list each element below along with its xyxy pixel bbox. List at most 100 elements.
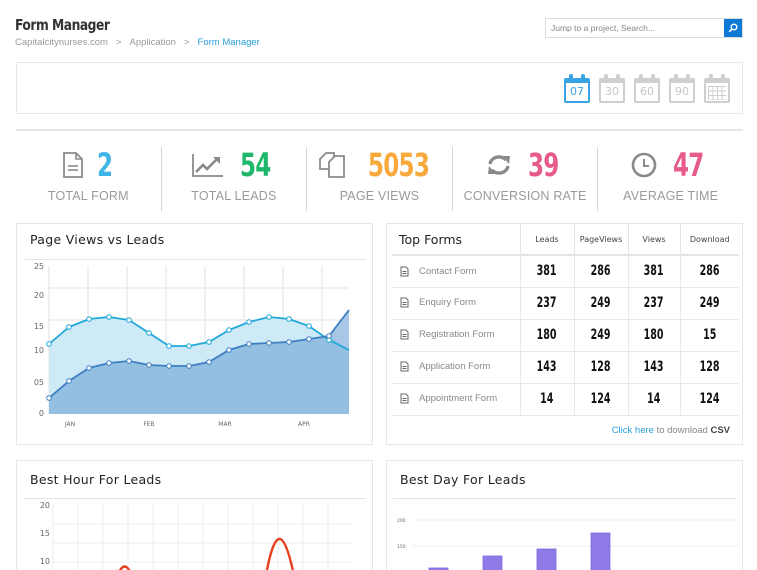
download-value: 15	[703, 327, 717, 343]
card-title: Best Hour For Leads	[30, 472, 162, 487]
top-forms-table: Top Forms Leads PageViews Views Download…	[392, 224, 739, 416]
stat-label: CONVERSION RATE	[463, 189, 587, 203]
leads-value: 14	[540, 391, 554, 407]
card-divider	[393, 498, 736, 499]
download-value: 124	[699, 391, 720, 407]
breadcrumb-item-application[interactable]: Application	[129, 37, 176, 48]
stat-value: 2	[96, 146, 113, 184]
column-header-download[interactable]: Download	[679, 224, 739, 256]
stat-total-leads: 54 TOTAL LEADS	[162, 147, 308, 211]
card-title: Best Day For Leads	[400, 472, 526, 487]
date-range-selector: 07 30 60 90	[564, 74, 730, 103]
range-7-days-button[interactable]: 07	[564, 74, 590, 103]
table-row[interactable]: Contact Form 381 286 381 286	[392, 255, 739, 288]
search-input[interactable]	[546, 19, 724, 37]
form-name[interactable]: Appointment Form	[419, 393, 498, 405]
top-forms-title: Top Forms	[392, 224, 520, 256]
y-tick: 10	[40, 557, 50, 566]
breadcrumb-item-current: Form Manager	[197, 37, 260, 48]
table-row[interactable]: Appointment Form 14 124 14 124	[392, 383, 739, 416]
pageviews-value: 128	[591, 359, 611, 375]
search-button[interactable]	[724, 19, 742, 37]
document-icon	[62, 152, 83, 178]
calendar-icon: 30	[605, 85, 619, 98]
pageviews-value: 124	[591, 391, 611, 407]
x-tick: JAN	[64, 421, 75, 428]
calendar-icon: 07	[570, 85, 584, 98]
best-day-chart[interactable]: 200 150 100	[387, 499, 744, 570]
leads-value: 180	[537, 327, 557, 343]
document-icon	[400, 329, 409, 340]
best-hour-chart[interactable]: 20 15 10	[17, 499, 374, 570]
stat-label: AVERAGE TIME	[623, 189, 719, 203]
form-name[interactable]: Registration Form	[419, 329, 495, 341]
page-views-vs-leads-card: Page Views vs Leads	[16, 223, 373, 445]
y-tick: 150	[397, 544, 406, 550]
x-tick: APR	[298, 421, 310, 428]
range-30-days-button[interactable]: 30	[599, 74, 625, 103]
page-views-leads-chart[interactable]: 25 20 15 10 05 0 JAN FEB MAR APR	[17, 260, 374, 440]
download-value: 286	[699, 263, 720, 280]
leads-value: 143	[537, 359, 557, 375]
breadcrumb-separator: >	[183, 37, 190, 48]
views-value: 14	[647, 391, 661, 407]
table-row[interactable]: Application Form 143 128 143 128	[392, 351, 739, 384]
views-value: 237	[644, 295, 664, 311]
stat-value: 47	[673, 146, 704, 184]
y-tick: 25	[34, 262, 44, 271]
date-range-panel: 07 30 60 90	[16, 62, 743, 114]
y-tick: 05	[34, 378, 44, 387]
y-tick: 10	[34, 346, 44, 355]
custom-range-button[interactable]	[704, 74, 730, 103]
y-tick: 0	[39, 409, 44, 418]
csv-download: Click here to download CSV	[612, 425, 730, 436]
download-value: 128	[699, 359, 720, 375]
page-title: Form Manager	[15, 16, 110, 34]
stat-label: PAGE VIEWS	[339, 189, 420, 203]
form-name[interactable]: Contact Form	[419, 265, 477, 277]
section-divider	[16, 129, 743, 131]
stat-value: 39	[527, 146, 559, 184]
stats-row: 2 TOTAL FORM 54 TOTAL LEADS 5053	[16, 147, 743, 211]
calendar-icon: 90	[675, 85, 689, 98]
column-header-leads[interactable]: Leads	[519, 224, 574, 256]
download-value: 249	[699, 295, 720, 311]
refresh-icon	[487, 155, 510, 175]
document-icon	[400, 297, 409, 308]
column-header-pageviews[interactable]: PageViews	[573, 224, 628, 256]
x-tick: FEB	[143, 421, 154, 428]
breadcrumb-item-site[interactable]: Capitalcitynurses.com	[15, 37, 108, 48]
stat-label: TOTAL LEADS	[191, 189, 277, 203]
stat-value: 5053	[367, 146, 430, 184]
search-box	[545, 18, 743, 38]
form-name[interactable]: Enquiry Form	[419, 297, 477, 309]
leads-value: 237	[537, 295, 557, 311]
best-hour-card: Best Hour For Leads 20 15 10	[16, 460, 373, 570]
views-value: 381	[644, 263, 664, 280]
range-90-days-button[interactable]: 90	[669, 74, 695, 103]
form-name[interactable]: Application Form	[419, 361, 491, 373]
document-icon	[400, 266, 409, 277]
views-value: 143	[644, 359, 664, 375]
top-forms-card: Top Forms Leads PageViews Views Download…	[386, 223, 743, 445]
table-row[interactable]: Registration Form 180 249 180 15	[392, 319, 739, 352]
views-value: 180	[644, 327, 664, 343]
best-day-card: Best Day For Leads 200 150 100	[386, 460, 743, 570]
csv-download-link[interactable]: Click here	[611, 425, 654, 436]
column-header-views[interactable]: Views	[627, 224, 680, 256]
pageviews-value: 249	[591, 327, 611, 343]
search-icon	[728, 23, 738, 33]
range-60-days-button[interactable]: 60	[634, 74, 660, 103]
calendar-grid-icon	[708, 86, 726, 100]
leads-value: 381	[537, 263, 557, 280]
card-divider	[23, 259, 366, 260]
document-icon	[400, 361, 409, 372]
y-tick: 20	[34, 291, 44, 300]
csv-download-text: to download	[656, 425, 708, 436]
y-tick: 15	[34, 322, 44, 331]
stat-value: 54	[239, 146, 271, 184]
calendar-icon: 60	[640, 85, 654, 98]
y-tick: 15	[40, 529, 50, 538]
table-row[interactable]: Enquiry Form 237 249 237 249	[392, 287, 739, 320]
